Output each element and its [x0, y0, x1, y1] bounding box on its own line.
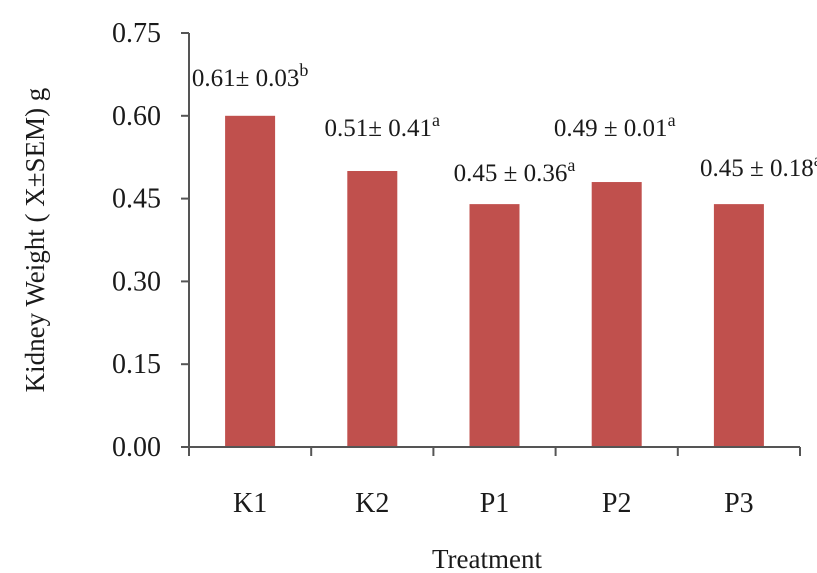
bar-p1 [469, 204, 520, 447]
bar-k2 [347, 171, 398, 447]
y-tick-label: 0.45 [112, 184, 161, 215]
y-tick-label: 0.00 [112, 432, 161, 463]
y-tick-label: 0.75 [112, 18, 161, 49]
bar-value-label: 0.45 ± 0.36a [454, 155, 576, 187]
x-axis-title: Treatment [432, 544, 542, 573]
x-tick-label: K2 [355, 488, 389, 519]
bar-value-label: 0.61± 0.03b [192, 60, 308, 92]
labels-layer: 0.61± 0.03b 0.51± 0.41a 0.45 ± 0.36a 0.49 ±… [192, 60, 817, 187]
x-tick-label: P3 [724, 488, 754, 519]
x-tick-label: P1 [480, 488, 510, 519]
bar-k1 [225, 115, 276, 448]
y-tick-label: 0.60 [112, 101, 161, 132]
bar-value-label: 0.51± 0.41a [325, 110, 440, 142]
bars-layer [225, 115, 764, 448]
axes-layer: 0.00 0.15 0.30 0.45 0.60 0.75 K1 K2 P1 P2 P3 [112, 18, 801, 519]
bar-value-label: 0.49 ± 0.01a [554, 110, 676, 142]
x-tick-label: K1 [233, 488, 267, 519]
bar-value-label: 0.45 ± 0.18a [700, 150, 817, 182]
y-tick-label: 0.30 [112, 266, 161, 297]
x-tick-label: P2 [602, 488, 632, 519]
y-axis-title: Kidney Weight ( X±SEM) g [20, 88, 50, 393]
y-tick-label: 0.15 [112, 349, 161, 380]
bar-p3 [713, 204, 764, 447]
bar-p2 [591, 182, 642, 448]
